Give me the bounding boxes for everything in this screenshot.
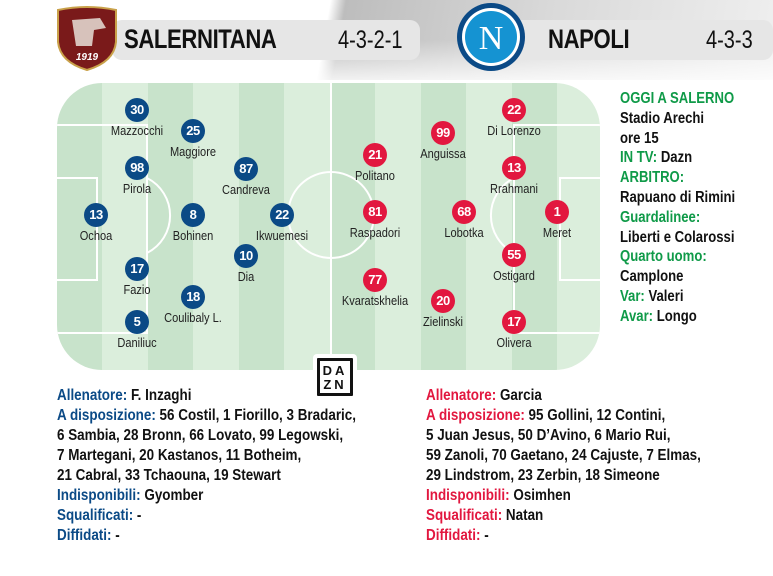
napoli-logo: N: [457, 3, 525, 71]
away-suspended: Natan: [505, 507, 544, 524]
home-warned: -: [115, 527, 120, 544]
match-info: OGGI A SALERNO Stadio Arechi ore 15 IN T…: [620, 89, 735, 327]
stadium: Stadio Arechi: [620, 109, 705, 127]
away-bench: 5 Juan Jesus, 50 D’Avino, 6 Mario Rui,: [426, 427, 671, 444]
away-bench: 59 Zanoli, 70 Gaetano, 24 Cajuste, 7 Elm…: [426, 447, 701, 464]
dazn-logo: DA ZN: [313, 354, 357, 400]
home-details: Allenatore: F. Inzaghi A disposizione: 5…: [57, 387, 357, 544]
tv-value: Dazn: [660, 149, 693, 167]
var-label: Var:: [620, 287, 645, 305]
avar-label: Avar:: [620, 307, 654, 325]
salernitana-logo: 1919: [57, 6, 117, 72]
home-formation: 4-3-2-1: [338, 26, 403, 54]
logo-year: 1919: [76, 52, 99, 63]
logo-letter: N: [479, 20, 504, 57]
away-formation: 4-3-3: [706, 26, 753, 54]
home-bench: 21 Cabral, 33 Tchaouna, 19 Stewart: [57, 467, 281, 484]
away-unavailable: Osimhen: [513, 487, 571, 504]
home-coach: F. Inzaghi: [130, 387, 192, 404]
away-team-name: NAPOLI: [548, 24, 630, 54]
home-unavailable: Gyomber: [144, 487, 204, 504]
tv-label: IN TV:: [620, 149, 658, 167]
away-coach: Garcia: [499, 387, 542, 404]
home-team-bar: [112, 20, 420, 60]
home-bench: 6 Sambia, 28 Bronn, 66 Lovato, 99 Legows…: [57, 427, 344, 444]
kickoff-time: ore 15: [620, 129, 659, 147]
home-team-name: SALERNITANA: [124, 24, 277, 54]
home-suspended: -: [136, 507, 142, 524]
linesmen-label: Guardalinee:: [620, 208, 701, 226]
var-value: Valeri: [648, 287, 684, 305]
away-team-bar: [490, 20, 773, 60]
avar-value: Longo: [656, 307, 697, 325]
away-bench: 95 Gollini, 12 Contini,: [528, 407, 666, 424]
fourth-official-label: Quarto uomo:: [620, 248, 707, 266]
home-bench: 56 Costil, 1 Fiorillo, 3 Bradaric,: [159, 407, 357, 424]
away-details: Allenatore: Garcia A disposizione: 95 Go…: [426, 387, 701, 544]
away-bench: 29 Lindstrom, 23 Zerbin, 18 Simeone: [426, 467, 660, 484]
away-warned: -: [484, 527, 489, 544]
referee-value: Rapuano di Rimini: [620, 188, 736, 206]
match-venue-title: OGGI A SALERNO: [620, 90, 735, 107]
linesmen-value: Liberti e Colarossi: [620, 228, 735, 246]
home-bench: 7 Martegani, 20 Kastanos, 11 Botheim,: [57, 447, 302, 464]
fourth-official-value: Camplone: [620, 268, 684, 286]
referee-label: ARBITRO:: [620, 169, 685, 187]
